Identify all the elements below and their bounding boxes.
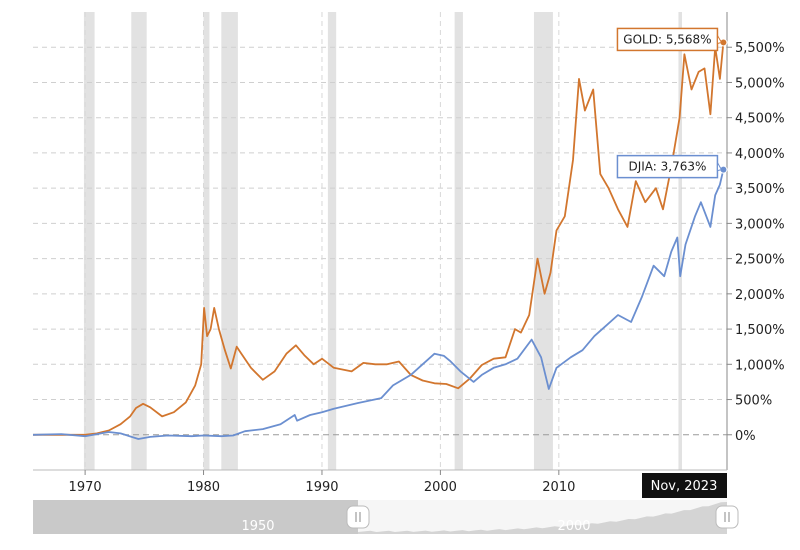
- djia-callout-label: DJIA: 3,763%: [628, 160, 706, 174]
- y-tick-label: 2,500%: [735, 253, 785, 268]
- gold-callout-pointer: [716, 33, 723, 45]
- recession-band: [203, 12, 210, 470]
- recession-band: [221, 12, 238, 470]
- recession-band: [533, 12, 553, 470]
- y-tick-label: 3,500%: [735, 182, 785, 197]
- recession-band: [327, 12, 337, 470]
- date-tooltip-box: [642, 473, 727, 498]
- x-tick-label: 2010: [542, 480, 575, 495]
- navigator-minichart: [358, 502, 727, 534]
- x-tick-label: 1990: [305, 480, 338, 495]
- navigator-right-handle[interactable]: [715, 505, 739, 529]
- djia-callout-pointer: [716, 160, 723, 172]
- date-tooltip: Nov, 2023: [642, 473, 727, 498]
- recession-bands: [83, 12, 682, 470]
- navigator-year-label: 1950: [241, 519, 274, 534]
- navigator-excluded-range: [33, 500, 358, 534]
- x-tick-label: 2000: [424, 480, 457, 495]
- recession-band: [83, 12, 95, 470]
- djia-series-line[interactable]: [32, 169, 725, 440]
- date-tooltip-label: Nov, 2023: [651, 479, 718, 494]
- y-tick-label: 500%: [735, 394, 772, 409]
- y-tick-label: 1,500%: [735, 323, 785, 338]
- navigator-selected-range[interactable]: [358, 500, 727, 534]
- x-tick-label: 1980: [187, 480, 220, 495]
- recession-band: [131, 12, 147, 470]
- end-labels: GOLD: 5,568% DJIA: 3,763%: [616, 27, 723, 179]
- range-navigator[interactable]: 1950 2000: [33, 500, 739, 534]
- y-tick-label: 5,000%: [735, 76, 785, 91]
- handle-grip[interactable]: [715, 505, 739, 529]
- y-axis: 0% 500% 1,000% 1,500% 2,000% 2,500% 3,000% 3,50…: [726, 12, 785, 470]
- recession-band: [678, 12, 682, 470]
- navigator-year-label: 2000: [557, 519, 590, 534]
- x-tick-label: 1970: [69, 480, 102, 495]
- y-tick-label: 2,000%: [735, 288, 785, 303]
- y-tick-label: 4,000%: [735, 147, 785, 162]
- handle-grip[interactable]: [346, 505, 370, 529]
- y-tick-label: 5,500%: [735, 41, 785, 56]
- y-tick-label: 3,000%: [735, 217, 785, 232]
- navigator-left-handle[interactable]: [346, 505, 370, 529]
- recession-band: [454, 12, 463, 470]
- gold-callout-label: GOLD: 5,568%: [623, 32, 711, 46]
- y-tick-label: 4,500%: [735, 112, 785, 127]
- x-axis: 1970 1980 1990 2000 2010: [33, 469, 727, 495]
- y-tick-label: 1,000%: [735, 358, 785, 373]
- y-tick-label: 0%: [735, 429, 756, 444]
